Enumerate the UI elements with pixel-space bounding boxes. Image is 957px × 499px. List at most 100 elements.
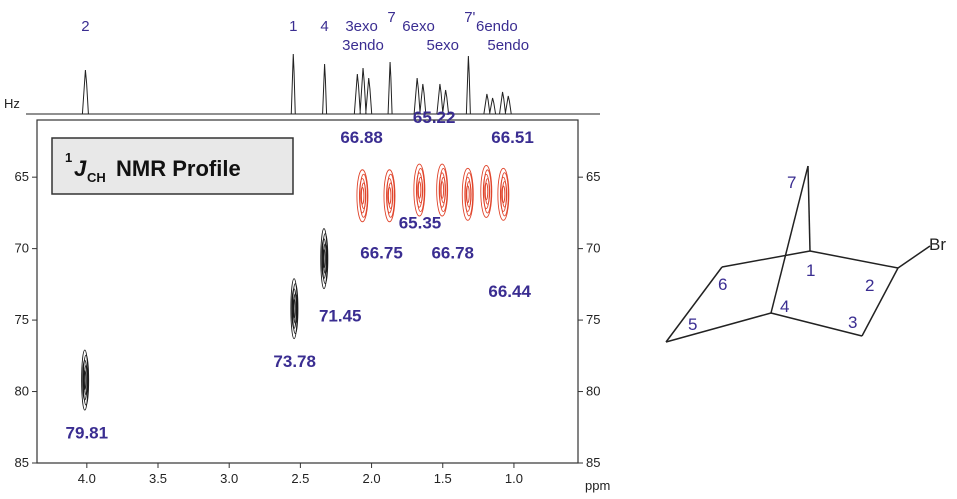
atom-label-6: 6 (718, 275, 727, 294)
peak-label: 7' (464, 9, 475, 26)
x-tick-label: 4.0 (78, 471, 96, 486)
x-tick-label: 2.0 (363, 471, 381, 486)
value-label: 66.78 (431, 244, 474, 263)
x-tick-label: 2.5 (291, 471, 309, 486)
contour-ring (480, 165, 493, 218)
atom-label-7: 7 (787, 173, 796, 192)
contour-ring (83, 370, 87, 391)
value-label: 73.78 (273, 352, 316, 371)
contour-ring (413, 163, 426, 217)
title-frame (51, 137, 294, 195)
contour-peaks (81, 163, 510, 411)
peak-label: 7 (387, 9, 395, 26)
value-label: 65.22 (413, 108, 456, 127)
contour-ring (484, 182, 489, 201)
atom-label-4: 4 (780, 297, 789, 316)
contour-ring (417, 181, 422, 199)
y-tick-label-left: 75 (15, 312, 29, 327)
bond-2-3 (861, 267, 899, 337)
peak-label: 1 (289, 18, 297, 35)
value-label: 79.81 (66, 424, 109, 443)
contour-peak-black (320, 228, 329, 290)
y-tick-label-left: 70 (15, 241, 29, 256)
contour-peak-black (81, 349, 90, 411)
y-tick-label-left: 80 (15, 384, 29, 399)
contour-ring (387, 186, 392, 205)
y-axis-left: 65 70 75 80 85 (15, 169, 37, 470)
contour-ring (465, 185, 470, 204)
bond-1-2 (809, 250, 899, 269)
atom-label-2: 2 (865, 276, 874, 295)
contour-peak-red (356, 169, 369, 223)
value-label: 71.45 (319, 307, 362, 326)
y-tick-label-right: 75 (586, 312, 600, 327)
value-label: 66.75 (360, 244, 403, 263)
y-tick-label-right: 85 (586, 455, 600, 470)
contour-peak-red (461, 167, 474, 221)
peak-label: 3endo (342, 37, 384, 54)
molecule-structure: 7 1 2 6 4 3 5 Br (665, 165, 946, 343)
contour-ring (501, 185, 506, 204)
contour-ring (322, 248, 326, 269)
x-tick-label: 3.5 (149, 471, 167, 486)
y-axis-right: 65 70 75 80 85 (578, 169, 600, 470)
bond-2-br (897, 245, 931, 269)
contour-peak-red (383, 169, 396, 223)
peak-label: 5endo (487, 37, 529, 54)
atom-label-5: 5 (688, 315, 697, 334)
contour-ring (383, 169, 396, 223)
bond-3-4 (770, 312, 863, 337)
y-tick-label-right: 65 (586, 169, 600, 184)
value-label: 66.88 (340, 128, 383, 147)
contour-ring (436, 163, 449, 217)
chart-title-box: 1 J CH NMR Profile (51, 137, 294, 195)
y-tick-label-left: 85 (15, 455, 29, 470)
bond-7-4 (770, 165, 809, 314)
x-axis: 4.0 3.5 3.0 2.5 2.0 1.5 1.0 (78, 463, 523, 486)
coupling-value-labels: 79.81 73.78 71.45 66.88 66.75 65.35 65.22 66.78… (66, 108, 534, 443)
atom-label-1: 1 (806, 261, 815, 280)
contour-peak-black (290, 278, 299, 340)
bromine-label: Br (929, 235, 946, 254)
title-j: J (74, 156, 87, 181)
peak-label: 3exo (345, 18, 378, 35)
x-axis-label: ppm (585, 478, 610, 493)
x-tick-label: 1.5 (434, 471, 452, 486)
contour-ring (321, 238, 327, 279)
bond-6-5 (665, 266, 723, 343)
bond-7-1 (807, 165, 811, 252)
peak-label: 6endo (476, 18, 518, 35)
contour-peak-red (413, 163, 426, 217)
contour-ring (82, 359, 88, 401)
contour-ring (461, 167, 474, 221)
title-superscript: 1 (65, 150, 72, 165)
peak-label: 6exo (402, 18, 435, 35)
title-subscript: CH (87, 170, 106, 185)
value-label: 65.35 (399, 214, 442, 233)
y-axis-unit: Hz (4, 96, 20, 111)
plot-frame (36, 119, 579, 464)
title-main: NMR Profile (116, 156, 241, 181)
peak-label: 4 (320, 18, 328, 35)
contour-ring (497, 167, 510, 221)
contour-ring (292, 298, 296, 319)
y-tick-label-right: 80 (586, 384, 600, 399)
y-tick-label-right: 70 (586, 241, 600, 256)
x-tick-label: 1.0 (505, 471, 523, 486)
bond-5-4 (665, 312, 772, 343)
contour-peak-red (497, 167, 510, 221)
contour-ring (291, 288, 297, 329)
contour-ring (360, 186, 365, 205)
bond-1-6 (721, 250, 811, 268)
contour-peak-red (480, 165, 493, 218)
y-tick-label-left: 65 (15, 169, 29, 184)
peak-label: 5exo (426, 37, 459, 54)
contour-ring (293, 293, 298, 324)
contour-ring (323, 243, 328, 274)
value-label: 66.51 (491, 128, 534, 147)
contour-ring (440, 181, 445, 199)
spectrum-trace (27, 53, 598, 115)
